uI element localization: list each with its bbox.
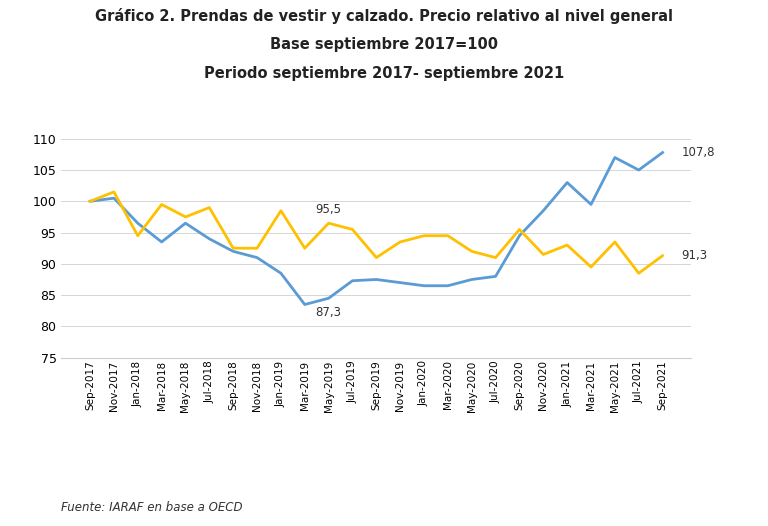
Argentina [109, 195, 118, 201]
Text: 95,5: 95,5 [316, 203, 342, 216]
Argentina [419, 282, 429, 289]
Text: Periodo septiembre 2017- septiembre 2021: Periodo septiembre 2017- septiembre 2021 [204, 66, 564, 81]
Promedio 42 países [538, 251, 548, 258]
Line: Promedio 42 países: Promedio 42 países [90, 192, 663, 273]
Promedio 42 países [276, 208, 286, 214]
Argentina [157, 239, 166, 245]
Argentina [85, 198, 94, 205]
Argentina [658, 149, 667, 156]
Argentina [205, 236, 214, 242]
Promedio 42 países [443, 232, 452, 239]
Text: Gráfico 2. Prendas de vestir y calzado. Precio relativo al nivel general: Gráfico 2. Prendas de vestir y calzado. … [95, 8, 673, 24]
Text: 107,8: 107,8 [682, 146, 715, 159]
Promedio 42 países [372, 255, 381, 261]
Argentina [276, 270, 286, 276]
Text: 91,3: 91,3 [682, 249, 708, 262]
Argentina [587, 201, 596, 208]
Argentina [611, 154, 620, 160]
Argentina [562, 179, 571, 186]
Promedio 42 países [658, 252, 667, 259]
Promedio 42 países [515, 226, 524, 232]
Argentina [634, 167, 644, 173]
Argentina [229, 248, 238, 255]
Promedio 42 países [157, 201, 166, 208]
Promedio 42 países [324, 220, 333, 226]
Promedio 42 países [229, 245, 238, 251]
Argentina [133, 220, 142, 226]
Argentina [515, 232, 524, 239]
Argentina [538, 208, 548, 214]
Argentina [396, 279, 405, 286]
Promedio 42 países [587, 264, 596, 270]
Argentina [348, 278, 357, 284]
Promedio 42 países [109, 189, 118, 195]
Promedio 42 países [85, 198, 94, 205]
Promedio 42 países [133, 232, 142, 239]
Text: Base septiembre 2017=100: Base septiembre 2017=100 [270, 37, 498, 52]
Argentina [372, 276, 381, 282]
Argentina [467, 276, 476, 282]
Argentina [300, 301, 310, 308]
Argentina [253, 255, 262, 261]
Promedio 42 países [300, 245, 310, 251]
Promedio 42 países [491, 255, 500, 261]
Promedio 42 países [253, 245, 262, 251]
Promedio 42 países [205, 205, 214, 211]
Line: Argentina: Argentina [90, 153, 663, 305]
Promedio 42 países [396, 239, 405, 245]
Promedio 42 países [467, 248, 476, 255]
Argentina [443, 282, 452, 289]
Promedio 42 países [634, 270, 644, 276]
Promedio 42 países [181, 214, 190, 220]
Argentina [491, 273, 500, 279]
Promedio 42 países [348, 226, 357, 232]
Promedio 42 países [419, 232, 429, 239]
Text: 87,3: 87,3 [316, 306, 342, 319]
Promedio 42 países [562, 242, 571, 248]
Argentina [181, 220, 190, 226]
Text: Fuente: IARAF en base a OECD: Fuente: IARAF en base a OECD [61, 501, 243, 514]
Argentina [324, 295, 333, 301]
Promedio 42 países [611, 239, 620, 245]
